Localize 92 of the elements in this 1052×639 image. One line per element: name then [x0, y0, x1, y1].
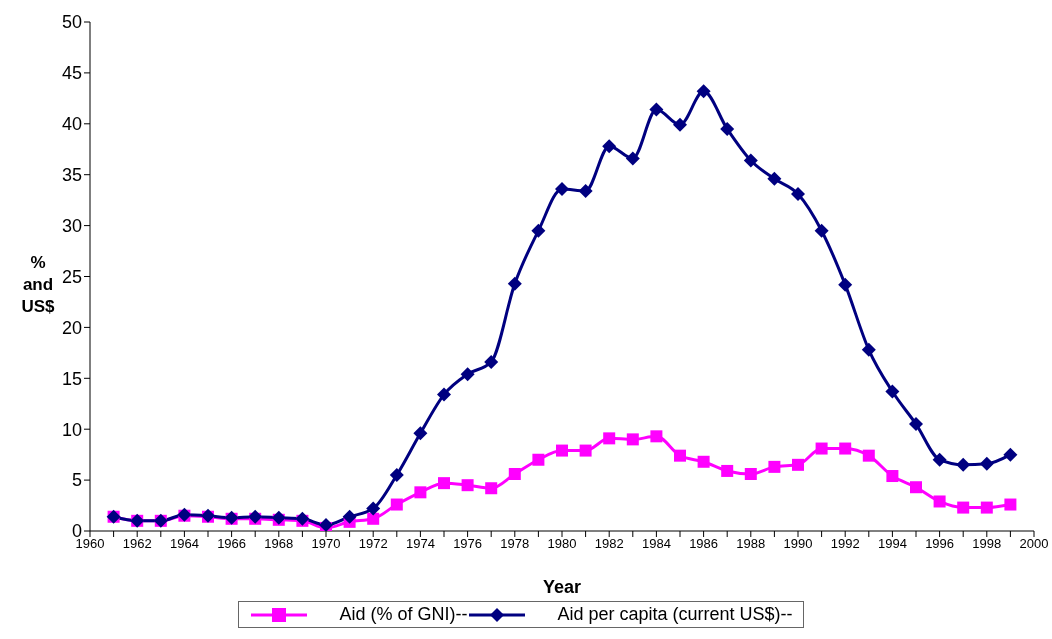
point	[626, 433, 639, 446]
x-tick-label: 1978	[500, 536, 530, 552]
point	[885, 384, 900, 399]
x-tick-label: 1986	[689, 536, 719, 552]
point	[720, 121, 735, 136]
point	[744, 467, 757, 480]
point	[673, 117, 687, 132]
point	[579, 444, 592, 457]
point	[390, 498, 403, 511]
point	[531, 223, 546, 238]
point	[791, 187, 805, 202]
y-tick-label: 15	[61, 368, 82, 389]
x-tick-label: 1984	[641, 536, 671, 552]
point	[532, 453, 545, 466]
point	[414, 486, 427, 499]
point	[862, 449, 875, 462]
point	[602, 139, 617, 154]
x-tick-label: 1974	[405, 536, 435, 552]
point	[909, 417, 923, 432]
point	[413, 426, 428, 441]
x-tick-label: 1998	[972, 536, 1002, 552]
y-axis-title: % and US$	[21, 253, 56, 316]
y-tick-label: 25	[61, 266, 82, 287]
point	[697, 455, 710, 468]
point	[815, 442, 828, 455]
point	[366, 501, 381, 516]
point	[839, 442, 852, 455]
point	[767, 171, 782, 186]
point	[625, 151, 640, 166]
x-tick-label: 1990	[783, 536, 813, 552]
point	[980, 501, 993, 514]
x-tick-label: 1994	[877, 536, 907, 552]
y-tick-label: 40	[61, 114, 82, 135]
x-tick-label: 1972	[358, 536, 388, 552]
point	[367, 512, 380, 525]
y-tick-label: 35	[61, 165, 82, 186]
point	[743, 153, 758, 168]
y-tick-label: 5	[71, 470, 82, 491]
point	[979, 456, 994, 471]
point	[910, 481, 922, 494]
y-tick-label: 50	[61, 12, 82, 33]
point	[507, 276, 522, 291]
x-axis-title: Year	[542, 577, 582, 597]
point	[696, 84, 711, 99]
point	[555, 181, 569, 196]
point	[485, 482, 498, 495]
point	[814, 223, 829, 238]
point	[319, 517, 333, 531]
x-tick-label: 1970	[311, 536, 341, 552]
x-tick-label: 1966	[217, 536, 247, 552]
x-tick-label: 1992	[830, 536, 860, 552]
x-tick-label: 1980	[547, 536, 577, 552]
y-tick-label: 45	[61, 63, 82, 84]
point	[460, 367, 475, 382]
point	[861, 342, 876, 357]
x-tick-label: 1964	[169, 536, 199, 552]
x-tick-label: 1968	[264, 536, 294, 552]
point	[721, 464, 734, 477]
legend-label: Aid (% of GNI)--	[339, 604, 468, 625]
point	[603, 432, 616, 445]
x-tick-label: 1962	[122, 536, 152, 552]
point	[1003, 447, 1018, 462]
point	[1004, 498, 1017, 511]
point	[578, 183, 593, 198]
point	[484, 355, 499, 370]
point	[438, 477, 450, 490]
point	[838, 277, 853, 292]
point	[650, 430, 663, 443]
point	[674, 449, 686, 462]
point	[956, 457, 971, 472]
point	[508, 467, 521, 480]
y-tick-label: 10	[61, 419, 82, 440]
point	[461, 479, 474, 492]
point	[932, 452, 947, 467]
point	[768, 460, 781, 473]
point	[342, 509, 357, 524]
x-tick-label: 1976	[453, 536, 483, 552]
point	[957, 501, 970, 514]
point	[649, 102, 664, 117]
point	[437, 387, 451, 402]
y-tick-label: 20	[61, 317, 82, 338]
x-tick-label: 1988	[736, 536, 766, 552]
point	[886, 470, 899, 483]
x-tick-label: 1996	[925, 536, 955, 552]
point	[933, 495, 946, 508]
point	[389, 468, 404, 483]
x-tick-label: 1982	[594, 536, 624, 552]
point	[556, 444, 568, 457]
legend-label: Aid per capita (current US$)--	[557, 604, 793, 625]
y-tick-label: 30	[61, 215, 82, 236]
x-tick-label: 2000	[1019, 536, 1049, 552]
point	[792, 458, 804, 471]
